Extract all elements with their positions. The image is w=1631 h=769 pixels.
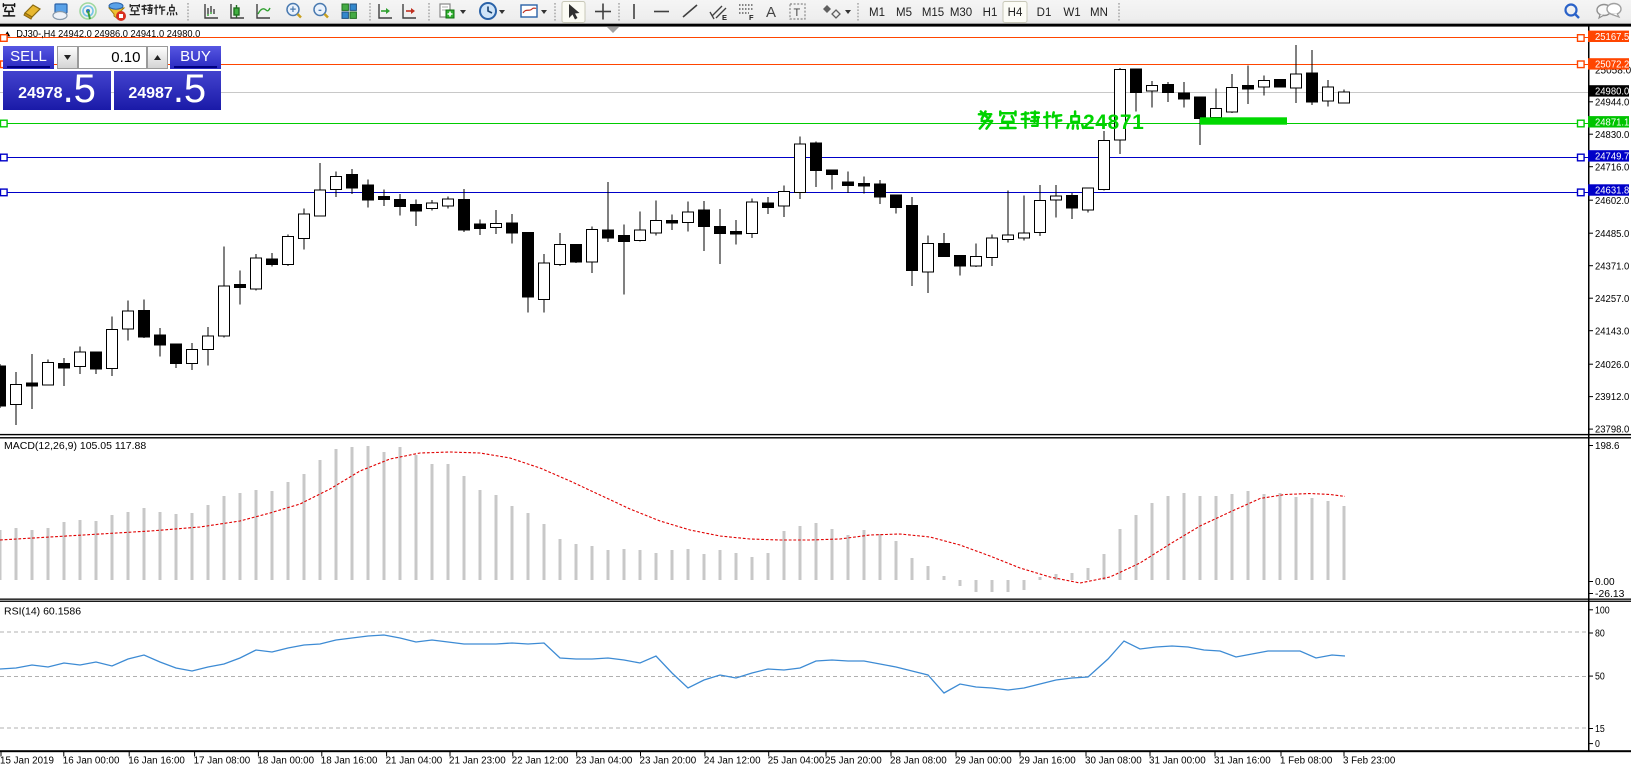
svg-text:M1: M1 xyxy=(869,7,885,19)
svg-text:M5: M5 xyxy=(896,7,912,19)
svg-text:E: E xyxy=(722,13,727,22)
svg-text:25058.0: 25058.0 xyxy=(1595,65,1631,76)
svg-text:198.6: 198.6 xyxy=(1595,441,1620,452)
svg-text:H4: H4 xyxy=(1008,7,1023,19)
svg-text:15: 15 xyxy=(1595,724,1605,735)
svg-text:+: + xyxy=(290,4,296,16)
svg-text:24485.0: 24485.0 xyxy=(1595,229,1630,240)
svg-text:24026.0: 24026.0 xyxy=(1595,360,1630,371)
svg-text:24 Jan 12:00: 24 Jan 12:00 xyxy=(704,756,761,767)
svg-text:3 Feb 23:00: 3 Feb 23:00 xyxy=(1343,756,1396,767)
svg-text:-26.13: -26.13 xyxy=(1595,589,1625,600)
svg-text:29 Jan 00:00: 29 Jan 00:00 xyxy=(955,756,1012,767)
svg-text:MN: MN xyxy=(1090,7,1108,19)
svg-text:25167.5: 25167.5 xyxy=(1595,32,1630,43)
svg-text:D1: D1 xyxy=(1037,7,1052,19)
svg-text:24944.0: 24944.0 xyxy=(1595,97,1630,108)
svg-text:24980.0: 24980.0 xyxy=(1595,87,1630,98)
svg-text:24602.0: 24602.0 xyxy=(1595,196,1630,207)
svg-text:31 Jan 16:00: 31 Jan 16:00 xyxy=(1214,756,1271,767)
svg-text:W1: W1 xyxy=(1063,7,1080,19)
svg-text:25072.2: 25072.2 xyxy=(1595,60,1630,71)
svg-text:A: A xyxy=(766,4,776,21)
svg-text:24371.0: 24371.0 xyxy=(1595,261,1630,272)
svg-text:18 Jan 16:00: 18 Jan 16:00 xyxy=(321,756,378,767)
svg-text:M15: M15 xyxy=(922,7,944,19)
svg-text:24830.0: 24830.0 xyxy=(1595,130,1630,141)
svg-text:RSI(14) 60.1586: RSI(14) 60.1586 xyxy=(4,606,81,618)
svg-text:0: 0 xyxy=(1595,739,1600,750)
svg-text:21 Jan 04:00: 21 Jan 04:00 xyxy=(386,756,443,767)
svg-text:22 Jan 12:00: 22 Jan 12:00 xyxy=(512,756,569,767)
svg-text:25 Jan 20:00: 25 Jan 20:00 xyxy=(825,756,882,767)
svg-text:25 Jan 04:00: 25 Jan 04:00 xyxy=(768,756,825,767)
svg-text:28 Jan 08:00: 28 Jan 08:00 xyxy=(890,756,947,767)
svg-text:0.00: 0.00 xyxy=(1595,577,1615,588)
svg-text:24749.7: 24749.7 xyxy=(1595,152,1630,163)
svg-text:MACD(12,26,9) 105.05 117.88: MACD(12,26,9) 105.05 117.88 xyxy=(4,440,146,452)
svg-text:50: 50 xyxy=(1595,672,1605,683)
svg-text:100: 100 xyxy=(1595,605,1610,616)
svg-text:16 Jan 00:00: 16 Jan 00:00 xyxy=(63,756,120,767)
svg-text:23 Jan 20:00: 23 Jan 20:00 xyxy=(640,756,697,767)
svg-text:16 Jan 16:00: 16 Jan 16:00 xyxy=(128,756,185,767)
svg-text:-: - xyxy=(318,4,322,16)
svg-text:DJ30-,H4 24942.0 24986.0 2494: DJ30-,H4 24942.0 24986.0 24941.0 24980.0 xyxy=(16,28,200,40)
svg-text:15 Jan 2019: 15 Jan 2019 xyxy=(0,756,54,767)
svg-text:80: 80 xyxy=(1595,629,1605,640)
svg-text:1 Feb 08:00: 1 Feb 08:00 xyxy=(1280,756,1333,767)
svg-text:24871: 24871 xyxy=(1083,111,1144,134)
svg-text:24143.0: 24143.0 xyxy=(1595,326,1630,337)
svg-text:H1: H1 xyxy=(983,7,998,19)
svg-text:23798.0: 23798.0 xyxy=(1595,425,1630,436)
svg-text:M30: M30 xyxy=(950,7,972,19)
svg-text:18 Jan 00:00: 18 Jan 00:00 xyxy=(257,756,314,767)
svg-text:17 Jan 08:00: 17 Jan 08:00 xyxy=(194,756,251,767)
svg-text:29 Jan 16:00: 29 Jan 16:00 xyxy=(1019,756,1076,767)
svg-text:24716.0: 24716.0 xyxy=(1595,162,1630,173)
svg-text:31 Jan 00:00: 31 Jan 00:00 xyxy=(1149,756,1206,767)
svg-text:24631.8: 24631.8 xyxy=(1595,186,1630,197)
svg-text:23912.0: 23912.0 xyxy=(1595,392,1630,403)
svg-text:23 Jan 04:00: 23 Jan 04:00 xyxy=(576,756,633,767)
svg-text:30 Jan 08:00: 30 Jan 08:00 xyxy=(1085,756,1142,767)
svg-text:F: F xyxy=(749,13,754,22)
svg-text:24257.0: 24257.0 xyxy=(1595,294,1630,305)
svg-text:21 Jan 23:00: 21 Jan 23:00 xyxy=(449,756,506,767)
svg-text:24871.1: 24871.1 xyxy=(1595,117,1630,128)
svg-text:T: T xyxy=(794,7,801,19)
